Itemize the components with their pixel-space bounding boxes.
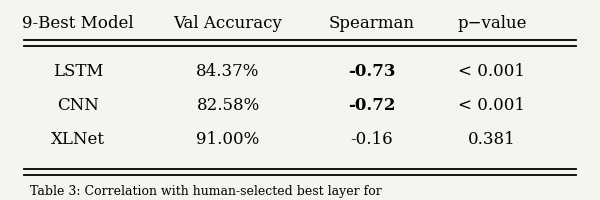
Text: LSTM: LSTM [53, 63, 103, 80]
Text: p−value: p−value [457, 15, 527, 32]
Text: -0.73: -0.73 [348, 63, 396, 80]
Text: -0.16: -0.16 [350, 131, 394, 148]
Text: XLNet: XLNet [51, 131, 105, 148]
Text: -0.72: -0.72 [348, 97, 396, 114]
Text: 84.37%: 84.37% [196, 63, 260, 80]
Text: < 0.001: < 0.001 [458, 97, 526, 114]
Text: 9-Best Model: 9-Best Model [22, 15, 134, 32]
Text: CNN: CNN [57, 97, 99, 114]
Text: Table 3: Correlation with human-selected best layer for: Table 3: Correlation with human-selected… [30, 185, 382, 198]
Text: 0.381: 0.381 [468, 131, 516, 148]
Text: < 0.001: < 0.001 [458, 63, 526, 80]
Text: Val Accuracy: Val Accuracy [173, 15, 283, 32]
Text: Spearman: Spearman [329, 15, 415, 32]
Text: 82.58%: 82.58% [196, 97, 260, 114]
Text: 91.00%: 91.00% [196, 131, 260, 148]
